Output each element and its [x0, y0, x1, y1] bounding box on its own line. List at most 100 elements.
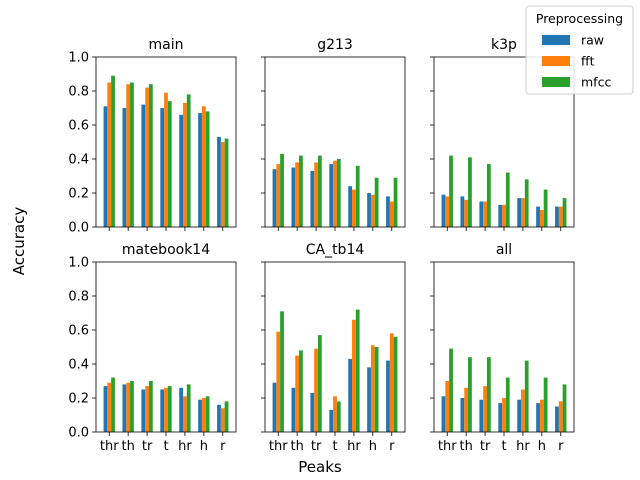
bar-mfcc-hr [524, 360, 529, 432]
bar-raw-tr [479, 201, 484, 227]
bar-fft-hr [521, 389, 525, 432]
axes-frame [264, 56, 406, 228]
legend-item-raw: raw [542, 33, 604, 48]
y-tick-label: 0.2 [68, 187, 89, 202]
bar-raw-r [386, 196, 390, 227]
bar-mfcc-thr [449, 155, 453, 227]
bar-mfcc-r [393, 336, 398, 432]
y-tick-label: 0.4 [68, 153, 89, 168]
y-tick-label: 0.6 [68, 324, 89, 339]
bar-mfcc-hr [524, 179, 529, 227]
bar-fft-thr [276, 331, 281, 432]
legend-swatch [542, 35, 570, 45]
bar-fft-tr [314, 162, 318, 227]
bar-raw-th [291, 387, 296, 432]
bar-mfcc-t [505, 172, 510, 227]
bar-mfcc-h [205, 111, 210, 227]
legend-item-fft: fft [542, 54, 595, 69]
bar-mfcc-hr [355, 165, 360, 227]
bar-raw-th [122, 384, 127, 432]
bar-mfcc-r [562, 198, 567, 227]
bar-mfcc-h [374, 347, 379, 432]
bar-mfcc-r [393, 177, 398, 227]
x-tick-label: h [538, 439, 546, 454]
x-tick-label: thr [438, 439, 457, 454]
bar-raw-hr [179, 114, 184, 227]
bar-mfcc-tr [317, 335, 322, 432]
bar-raw-thr [441, 194, 446, 227]
bar-raw-tr [310, 392, 315, 432]
bar-fft-h [201, 106, 206, 227]
y-tick-label: 0.2 [68, 392, 89, 407]
y-tick-label: 1.0 [68, 51, 89, 66]
bar-raw-thr [272, 382, 277, 432]
bar-fft-hr [183, 396, 187, 432]
bar-fft-r [558, 206, 563, 227]
bar-fft-tr [145, 386, 149, 432]
legend-title: Preprocessing [536, 11, 623, 26]
bar-mfcc-t [336, 401, 341, 432]
bar-raw-h [198, 399, 202, 432]
bar-mfcc-h [374, 177, 379, 227]
bar-fft-hr [352, 189, 356, 227]
legend-label: mfcc [581, 75, 611, 90]
bar-raw-t [329, 409, 334, 432]
bar-raw-th [460, 196, 465, 227]
x-axis-label: Peaks [298, 458, 342, 476]
x-tick-label: r [389, 439, 395, 454]
bar-raw-thr [441, 396, 446, 432]
bar-fft-r [389, 201, 394, 227]
bar-mfcc-thr [449, 348, 453, 432]
bar-raw-tr [141, 104, 146, 227]
bar-fft-tr [145, 87, 149, 227]
bar-mfcc-th [468, 157, 472, 227]
bar-raw-hr [348, 186, 353, 227]
bar-raw-thr [272, 169, 277, 227]
x-tick-label: t [501, 439, 506, 454]
bar-fft-tr [483, 386, 487, 432]
bar-raw-hr [348, 358, 353, 432]
legend: Preprocessing raw fft mfcc [525, 5, 634, 95]
bar-fft-hr [352, 319, 356, 432]
bar-fft-h [539, 399, 544, 432]
bar-fft-thr [445, 381, 450, 432]
bar-mfcc-r [224, 138, 229, 227]
axes-frame [95, 56, 237, 228]
bar-raw-h [198, 113, 202, 227]
bar-raw-r [555, 206, 559, 227]
bar-raw-th [460, 398, 465, 432]
bar-raw-r [386, 360, 390, 432]
bar-raw-h [536, 403, 540, 432]
x-tick-label: tr [142, 439, 153, 454]
legend-label: raw [581, 33, 604, 48]
bar-mfcc-th [299, 155, 303, 227]
legend-swatch [542, 77, 570, 87]
bar-mfcc-hr [186, 384, 191, 432]
bar-fft-r [220, 408, 225, 432]
bar-mfcc-tr [486, 164, 491, 227]
subplot-title: k3p [491, 37, 517, 53]
bar-fft-hr [521, 198, 525, 227]
bar-raw-t [498, 204, 503, 227]
axes-frame [433, 261, 575, 433]
bar-fft-h [539, 210, 544, 227]
x-tick-label: thr [100, 439, 119, 454]
y-tick-label: 0.8 [68, 85, 89, 100]
y-tick-label: 0.0 [68, 221, 89, 236]
x-tick-label: t [163, 439, 168, 454]
subplot-k3p: k3p [430, 37, 575, 231]
bar-raw-r [217, 136, 221, 227]
bar-mfcc-th [299, 350, 303, 432]
y-tick-label: 0.0 [68, 426, 89, 441]
subplot-title: matebook14 [122, 242, 210, 258]
bar-mfcc-hr [186, 94, 191, 228]
legend-item-mfcc: mfcc [542, 75, 611, 90]
bar-raw-tr [141, 389, 146, 432]
bar-fft-t [333, 396, 337, 432]
bar-fft-th [126, 84, 131, 227]
x-tick-label: t [332, 439, 337, 454]
bar-raw-r [217, 404, 221, 432]
bar-raw-h [536, 206, 540, 227]
